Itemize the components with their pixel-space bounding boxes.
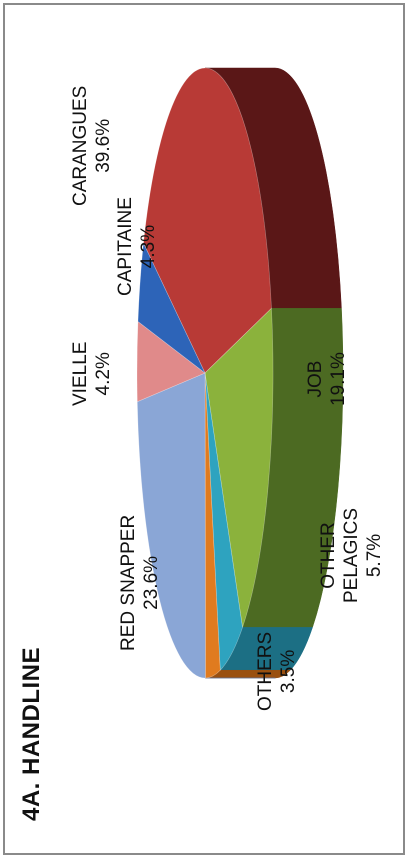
- label-capitaine-name: CAPITAINE: [115, 197, 136, 296]
- pie-slice-3: [204, 372, 221, 679]
- pie-slice-1: [204, 307, 274, 628]
- label-vielle-name: VIELLE: [70, 341, 91, 406]
- label-other-pelagics-name: OTHER: [318, 522, 339, 589]
- label-other-pelagics-name2: PELAGICS: [340, 507, 362, 603]
- label-job-value: 19.1%: [327, 352, 349, 406]
- label-job: JOB 19.1%: [305, 352, 351, 406]
- label-red-snapper-name: RED SNAPPER: [118, 514, 139, 651]
- label-others-name: OTHERS: [255, 631, 276, 711]
- label-red-snapper-value: 23.6%: [140, 555, 162, 610]
- label-carangues-name: CARANGUES: [70, 85, 91, 206]
- label-vielle: VIELLE 4.2%: [70, 342, 116, 406]
- pie-slice-4: [136, 372, 206, 679]
- label-other-pelagics: OTHER PELAGICS 5.7%: [318, 508, 386, 603]
- pie-slice-6: [137, 242, 206, 374]
- label-job-name: JOB: [305, 360, 326, 398]
- pie-slice-2: [204, 372, 243, 671]
- label-carangues-value: 39.6%: [92, 118, 114, 173]
- pie-slice-0: [143, 67, 272, 374]
- label-others: OTHERS 3.5%: [255, 632, 301, 711]
- label-others-value: 3.5%: [277, 649, 299, 694]
- label-carangues: CARANGUES 39.6%: [70, 86, 116, 206]
- label-capitaine: CAPITAINE 4.3%: [115, 197, 161, 296]
- label-vielle-value: 4.2%: [92, 352, 114, 396]
- label-other-pelagics-value: 5.7%: [363, 533, 385, 578]
- label-red-snapper: RED SNAPPER 23.6%: [118, 515, 164, 651]
- pie-slice-5: [136, 320, 206, 403]
- label-capitaine-value: 4.3%: [137, 224, 159, 269]
